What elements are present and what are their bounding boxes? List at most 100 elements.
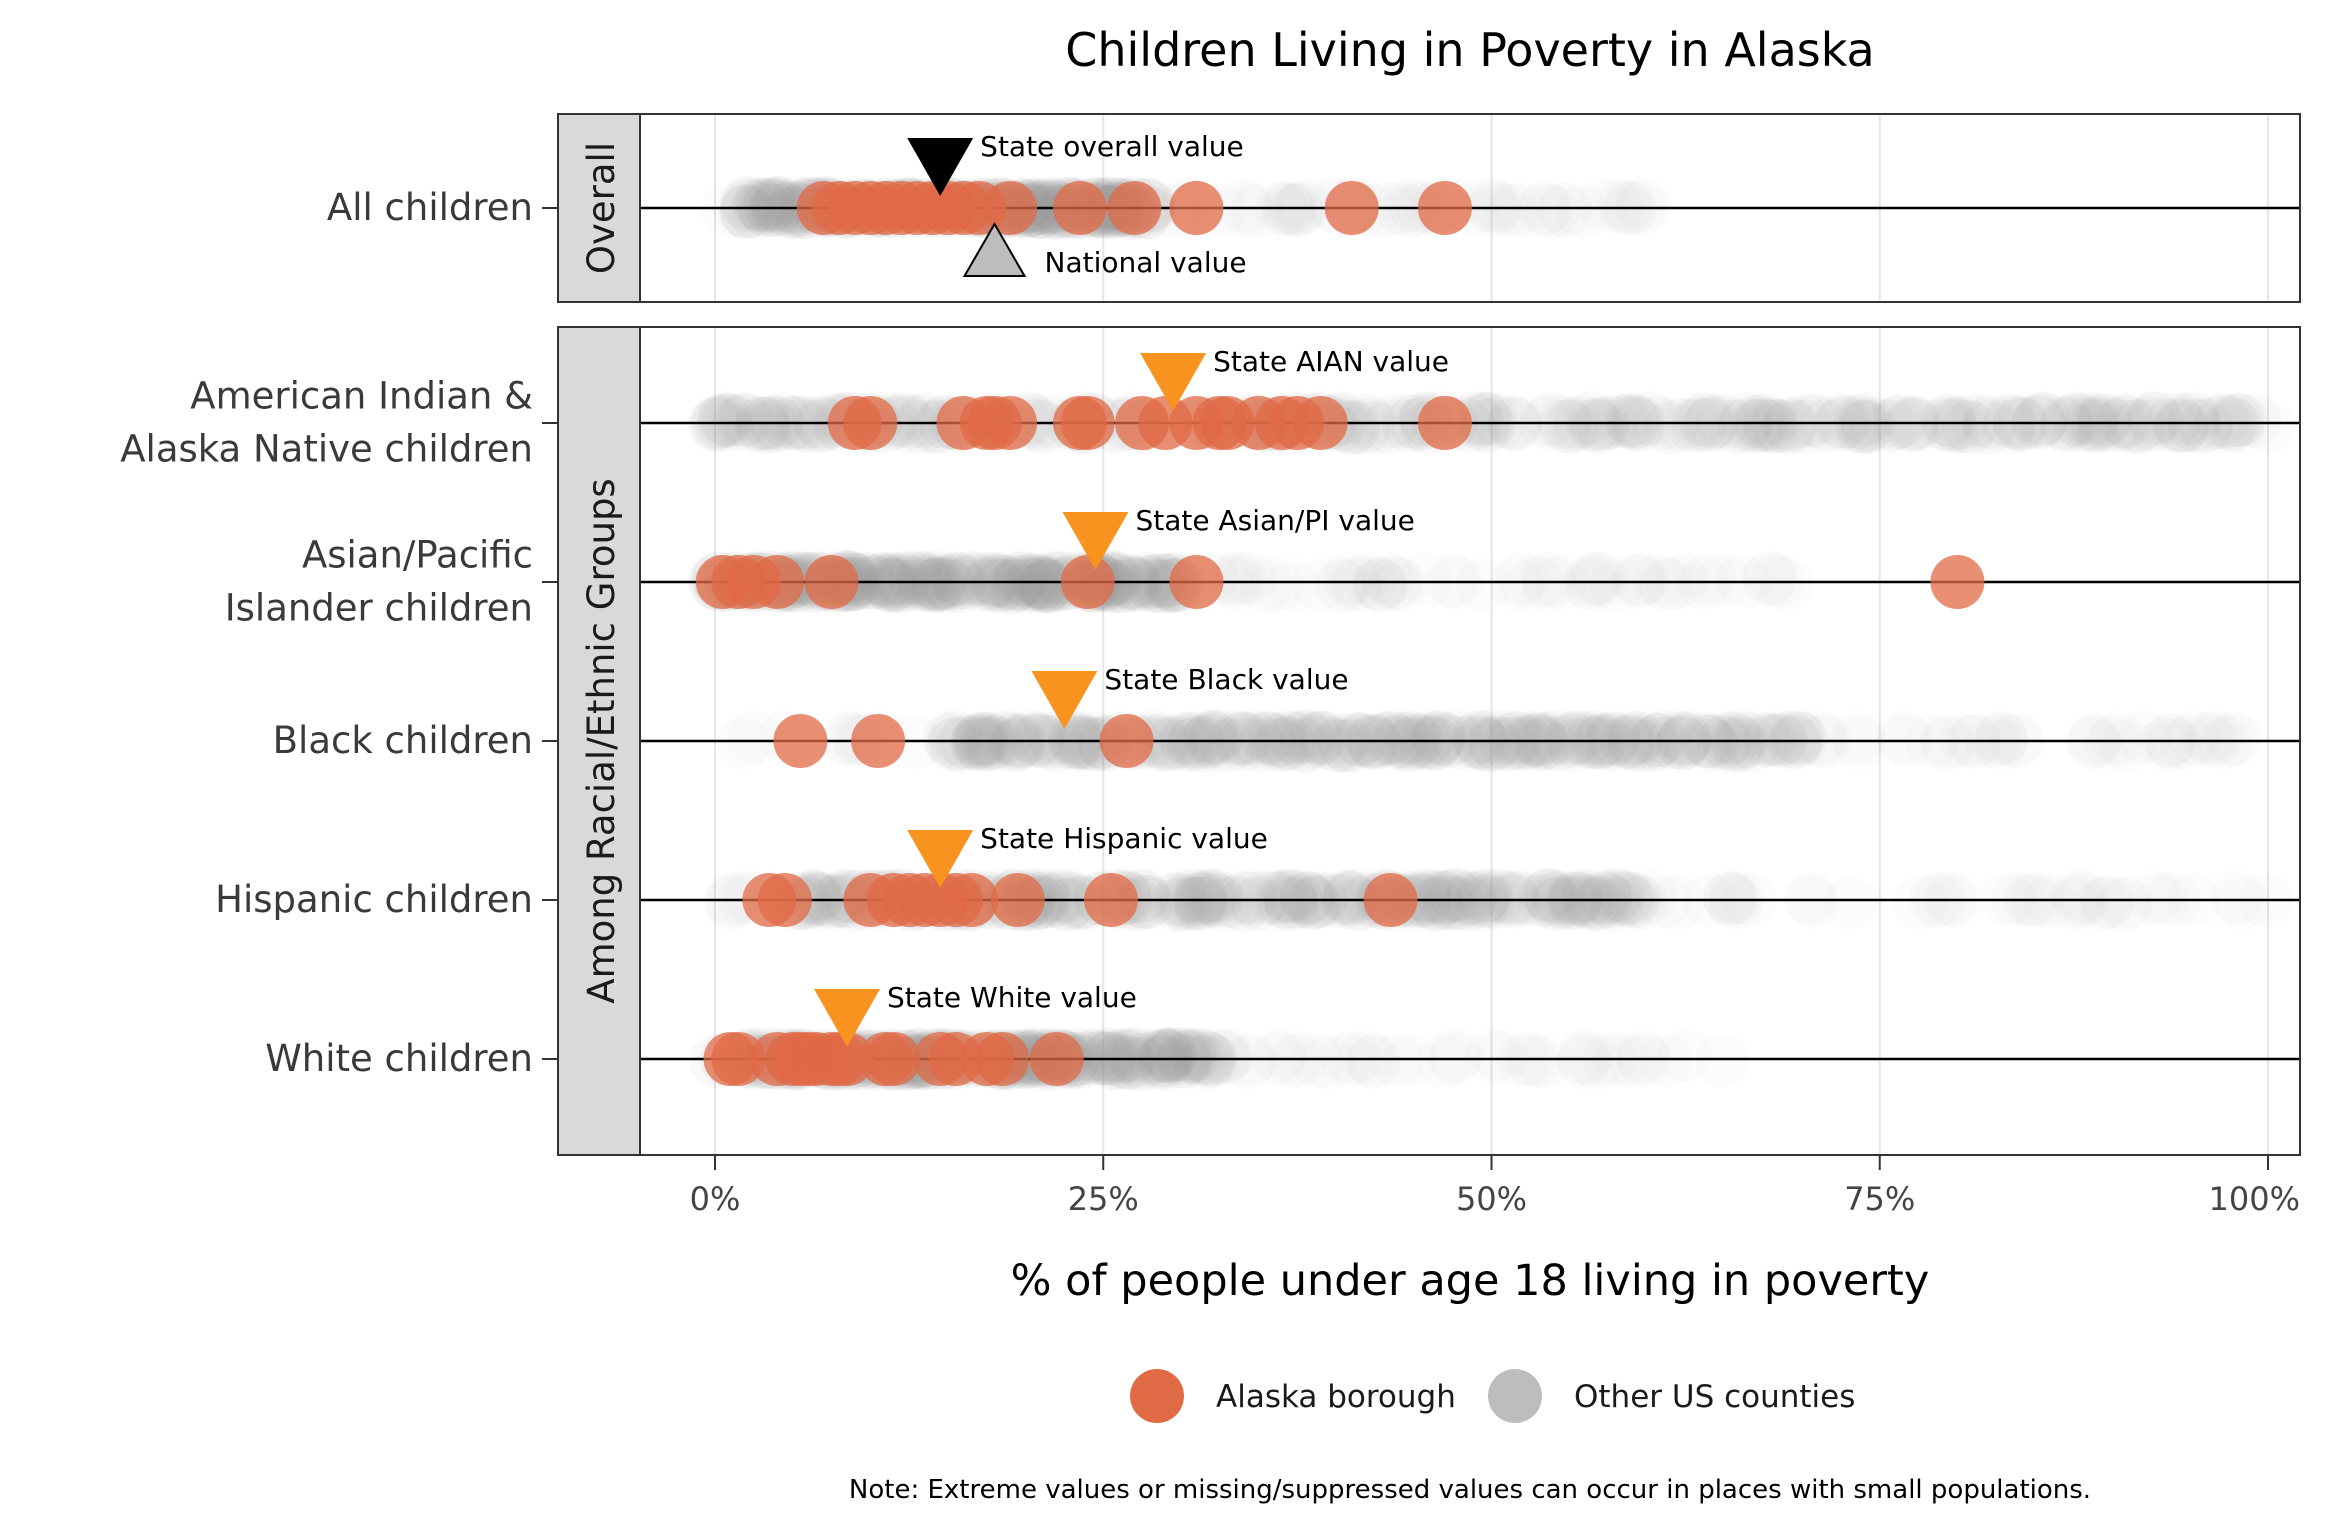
other-county-point <box>1427 876 1482 931</box>
other-county-point <box>1730 399 1785 454</box>
other-county-point <box>1188 868 1243 923</box>
other-county-point <box>1459 709 1514 764</box>
alaska-borough-point <box>1052 181 1107 235</box>
other-county-point <box>1116 1036 1171 1091</box>
other-county-point <box>1567 875 1622 930</box>
legend-swatch-other <box>1488 1369 1542 1423</box>
other-county-point <box>1279 709 1334 764</box>
other-county-point <box>727 185 782 240</box>
other-county-point <box>1512 711 1567 766</box>
other-county-point <box>2122 398 2177 453</box>
other-county-point <box>1529 709 1584 764</box>
other-county-point <box>1209 874 1264 929</box>
other-county-point <box>1230 717 1285 772</box>
other-county-point <box>864 559 919 614</box>
other-county-point <box>1161 1028 1216 1083</box>
other-county-point <box>1442 870 1497 925</box>
other-county-point <box>1019 558 1074 613</box>
other-county-point <box>1347 716 1401 770</box>
other-county-point <box>912 558 967 613</box>
other-county-point <box>1604 392 1659 447</box>
other-county-point <box>1566 558 1620 612</box>
alaska-borough-point <box>843 396 898 450</box>
other-county-point <box>756 182 811 237</box>
other-county-point <box>1309 718 1364 773</box>
other-county-point <box>1520 868 1575 923</box>
x-tick-label: 50% <box>1456 1180 1527 1218</box>
state-value-label: State Asian/PI value <box>1135 504 1414 537</box>
other-county-point <box>1947 393 2001 447</box>
other-county-point <box>1278 709 1333 764</box>
other-county-point <box>1422 869 1477 924</box>
other-county-point <box>1942 400 1997 455</box>
other-county-point <box>1409 877 1464 932</box>
row-label: All children <box>327 186 533 229</box>
other-county-point <box>1159 717 1214 772</box>
other-county-point <box>1491 716 1545 770</box>
other-county-point <box>1010 559 1065 614</box>
other-county-point <box>1297 710 1352 765</box>
other-county-point <box>1993 397 2048 452</box>
other-county-point <box>1400 716 1455 771</box>
other-county-point <box>1559 868 1614 923</box>
other-county-point <box>701 393 756 448</box>
other-county-point <box>692 394 747 449</box>
other-county-point <box>1607 715 1662 770</box>
alaska-borough-point <box>1060 555 1115 609</box>
other-county-point <box>903 552 958 607</box>
other-county-point <box>1183 709 1238 764</box>
other-county-point <box>1159 711 1214 766</box>
other-county-point <box>734 177 789 232</box>
other-county-point <box>1267 869 1322 924</box>
other-county-point <box>757 392 812 447</box>
other-county-point <box>1290 1034 1344 1088</box>
other-county-point <box>1553 710 1608 765</box>
other-county-point <box>1656 716 1711 771</box>
other-county-point <box>1432 715 1487 770</box>
other-county-point <box>1631 712 1686 767</box>
other-county-point <box>1654 715 1709 770</box>
other-county-point <box>1684 718 1739 773</box>
row-label: Black children <box>273 719 533 762</box>
other-county-point <box>1285 876 1340 931</box>
other-county-point <box>1294 710 1349 765</box>
other-county-point <box>1487 874 1542 929</box>
other-county-point <box>1413 712 1468 767</box>
alaska-borough-point <box>975 1032 1030 1086</box>
other-county-point <box>2065 392 2120 447</box>
other-county-point <box>1725 717 1780 772</box>
other-county-point <box>2012 392 2067 447</box>
other-county-point <box>981 556 1036 611</box>
other-county-point <box>951 717 1006 772</box>
other-county-point <box>945 553 1000 608</box>
state-value-label: State overall value <box>980 130 1244 163</box>
other-county-point <box>1376 710 1431 765</box>
other-county-point <box>1543 399 1598 454</box>
other-county-point <box>1263 709 1318 764</box>
other-county-point <box>1018 559 1073 614</box>
other-county-point <box>1745 399 1800 454</box>
other-county-point <box>969 716 1024 771</box>
other-county-point <box>1416 870 1471 925</box>
other-county-point <box>2227 393 2282 448</box>
other-county-point <box>1560 875 1615 930</box>
other-county-point <box>1488 397 1543 452</box>
alaska-borough-point <box>990 873 1045 927</box>
other-county-point <box>1170 876 1225 931</box>
other-county-point <box>1464 177 1518 231</box>
other-county-point <box>1086 1027 1141 1082</box>
other-county-point <box>723 178 778 233</box>
other-county-point <box>2040 398 2095 453</box>
other-county-point <box>1584 718 1639 773</box>
other-county-point <box>1564 391 1619 446</box>
other-county-point <box>1656 716 1711 771</box>
other-county-point <box>1106 558 1161 613</box>
footnote: Note: Extreme values or missing/suppress… <box>849 1475 2091 1505</box>
other-county-point <box>1136 1027 1191 1082</box>
other-county-point <box>1254 717 1309 772</box>
other-county-point <box>1289 711 1344 766</box>
other-county-point <box>977 709 1032 764</box>
other-county-point <box>1111 1036 1166 1091</box>
other-county-point <box>736 400 791 455</box>
other-county-point <box>1627 715 1682 770</box>
